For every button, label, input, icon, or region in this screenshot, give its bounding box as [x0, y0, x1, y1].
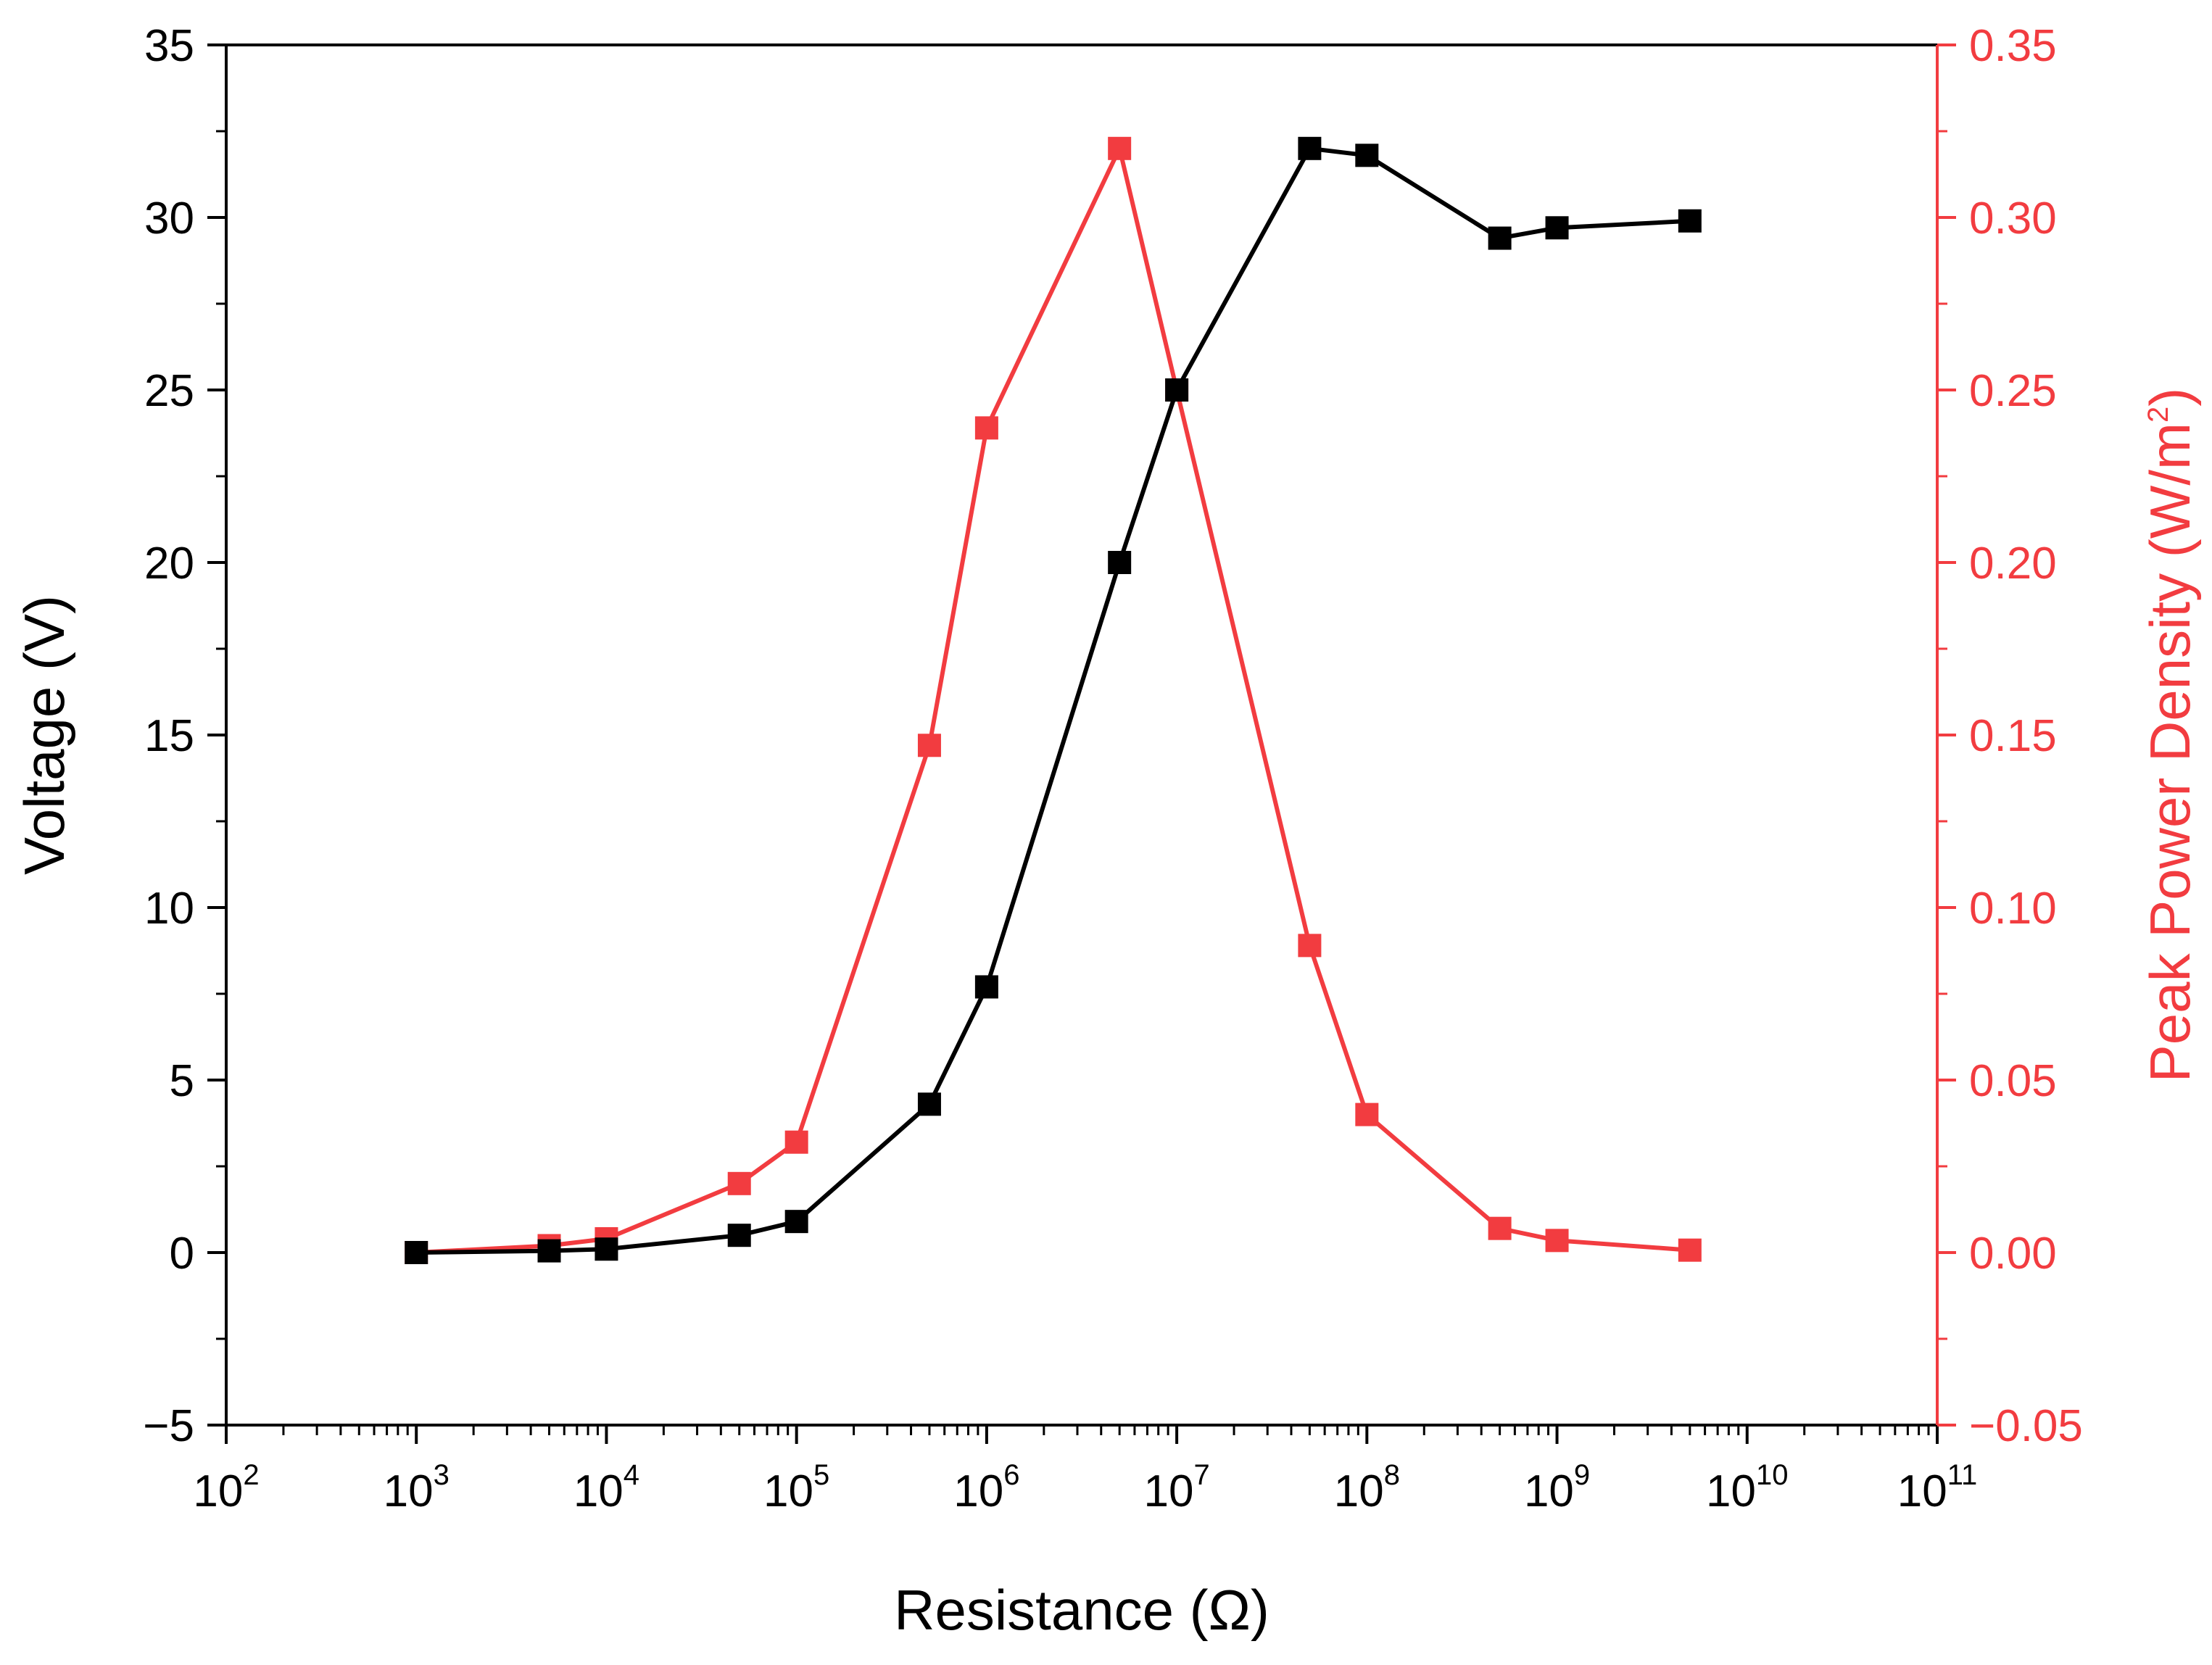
x-tick-label-exponent: 9 — [1574, 1459, 1590, 1491]
y-left-tick-label: 0 — [170, 1229, 194, 1279]
voltage-data-point — [1165, 378, 1189, 402]
y-right-title-superscript: 2 — [2142, 407, 2174, 423]
power-density-series-line — [416, 146, 1691, 1255]
x-tick-label-exponent: 8 — [1384, 1459, 1400, 1491]
power-density-data-point — [917, 734, 941, 757]
x-tick-label-base: 10 — [763, 1466, 813, 1516]
power-density-data-point — [974, 416, 998, 440]
x-axis-ticks: 102 103 104 105 106 107 108 109 1010 1011 — [193, 1425, 1977, 1516]
voltage-data-point — [405, 1241, 428, 1264]
x-tick-label: 106 — [953, 1459, 1019, 1516]
voltage-data-point — [1298, 136, 1322, 160]
voltage-data-point — [1488, 226, 1512, 250]
voltage-data-point — [1108, 551, 1132, 574]
x-tick-label-base: 10 — [1706, 1466, 1756, 1516]
x-tick-label: 109 — [1524, 1459, 1590, 1516]
power-density-data-point — [1108, 136, 1132, 160]
voltage-data-point — [1355, 144, 1379, 167]
x-tick-label-base: 10 — [384, 1466, 434, 1516]
x-tick-label: 103 — [384, 1459, 450, 1516]
x-tick-label: 107 — [1144, 1459, 1210, 1516]
voltage-data-point — [595, 1237, 618, 1261]
y-right-tick-label: 0.30 — [1969, 194, 2057, 244]
voltage-data-point — [727, 1224, 751, 1247]
x-tick-label-base: 10 — [1144, 1466, 1194, 1516]
y-right-tick-label: 0.00 — [1969, 1229, 2057, 1279]
y-left-tick-label: 25 — [144, 366, 194, 416]
y-left-tick-label: 20 — [144, 539, 194, 589]
voltage-data-point — [784, 1210, 808, 1234]
x-tick-label-base: 10 — [573, 1466, 624, 1516]
y-left-tick-label: 15 — [144, 711, 194, 761]
x-tick-label-exponent: 2 — [243, 1459, 259, 1491]
voltage-data-point — [974, 975, 998, 999]
x-tick-label-exponent: 11 — [1947, 1459, 1978, 1491]
voltage-data-point — [1678, 209, 1702, 233]
y-left-axis-title: Voltage (V) — [12, 595, 76, 875]
y-left-tick-label: −5 — [143, 1401, 194, 1451]
x-tick-label-exponent: 10 — [1756, 1459, 1789, 1491]
power-density-data-point — [1545, 1229, 1569, 1253]
x-tick-label-exponent: 3 — [434, 1459, 450, 1491]
voltage-series-line — [416, 146, 1690, 1255]
y-right-title-end: ) — [2138, 388, 2202, 407]
x-axis-title: Resistance (Ω) — [894, 1578, 1269, 1642]
x-tick-label: 102 — [193, 1459, 259, 1516]
x-tick-label-exponent: 7 — [1193, 1459, 1209, 1491]
voltage-data-point — [1545, 216, 1569, 240]
voltage-data-point — [537, 1239, 561, 1263]
power-density-data-point — [1298, 934, 1322, 958]
x-tick-label-base: 10 — [193, 1466, 243, 1516]
y-right-tick-label: 0.20 — [1969, 539, 2057, 589]
x-tick-label: 108 — [1334, 1459, 1400, 1516]
y-left-tick-label: 30 — [144, 194, 194, 244]
y-right-title-main: Peak Power Density (W/m — [2138, 423, 2202, 1082]
x-tick-label-exponent: 5 — [813, 1459, 829, 1491]
x-tick-label: 105 — [763, 1459, 829, 1516]
x-tick-label-base: 10 — [1334, 1466, 1384, 1516]
y-left-axis-ticks: −5 0 5 10 15 20 25 30 35 — [143, 21, 226, 1451]
series-group — [405, 136, 1702, 1264]
power-density-data-point — [1678, 1238, 1702, 1262]
power-density-data-point — [784, 1130, 808, 1154]
power-density-data-point — [1355, 1103, 1379, 1126]
x-tick-label: 1010 — [1706, 1459, 1788, 1516]
y-left-tick-label: 10 — [144, 884, 194, 934]
power-density-data-point — [1488, 1216, 1512, 1240]
x-tick-label-base: 10 — [1897, 1466, 1947, 1516]
y-right-axis-ticks: −0.05 0.00 0.05 0.10 0.15 0.20 0.25 0.30 0.35 — [1937, 21, 2083, 1451]
y-right-axis-title: Peak Power Density (W/m2) — [2138, 388, 2202, 1082]
y-left-tick-label: 5 — [170, 1056, 194, 1106]
x-tick-label: 1011 — [1897, 1459, 1978, 1516]
x-tick-label-base: 10 — [1524, 1466, 1574, 1516]
x-tick-label-exponent: 4 — [624, 1459, 639, 1491]
y-left-tick-label: 35 — [144, 21, 194, 71]
y-right-tick-label: 0.15 — [1969, 711, 2057, 761]
y-right-tick-label: 0.25 — [1969, 366, 2057, 416]
power-density-data-point — [727, 1171, 751, 1195]
x-tick-label-base: 10 — [953, 1466, 1003, 1516]
y-right-tick-label: 0.10 — [1969, 884, 2057, 934]
y-right-tick-label: 0.05 — [1969, 1056, 2057, 1106]
x-tick-label-exponent: 6 — [1003, 1459, 1019, 1491]
y-right-tick-label: 0.35 — [1969, 21, 2057, 71]
y-right-tick-label: −0.05 — [1969, 1401, 2083, 1451]
x-tick-label: 104 — [573, 1459, 639, 1516]
voltage-data-point — [917, 1092, 941, 1116]
